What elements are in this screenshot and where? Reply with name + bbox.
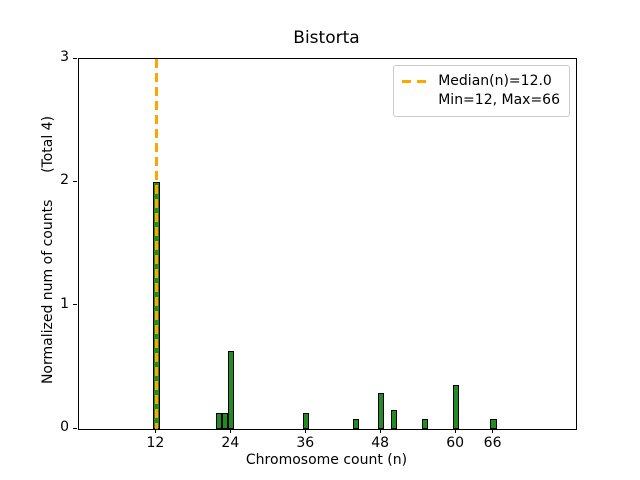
bar-n44	[353, 419, 360, 429]
y-tick-mark	[73, 427, 77, 429]
legend-entry-minmax: Min=12, Max=66	[402, 91, 560, 110]
legend-entry-median: Median(n)=12.0	[402, 72, 560, 91]
bar-n36	[303, 413, 310, 429]
median-layer	[79, 59, 576, 429]
orange-dashed-line-icon	[402, 80, 430, 83]
chart-title: Bistorta	[293, 28, 360, 48]
x-axis-label: Chromosome count (n)	[245, 452, 408, 468]
x-tick-label: 36	[296, 435, 315, 451]
x-tick-label: 66	[483, 435, 502, 451]
y-tick-mark	[73, 57, 77, 59]
y-tick-mark	[73, 304, 77, 306]
legend-label-minmax: Min=12, Max=66	[438, 92, 560, 108]
legend: Median(n)=12.0 Min=12, Max=66	[393, 65, 570, 117]
plot-area: Median(n)=12.0 Min=12, Max=66	[78, 58, 577, 430]
bar-n22	[215, 413, 222, 429]
legend-label-median: Median(n)=12.0	[438, 73, 552, 89]
bar-n60	[452, 385, 460, 429]
y-tick-mark	[73, 180, 77, 182]
bar-n23	[221, 413, 229, 429]
y-tick-label: 3	[60, 49, 69, 65]
x-tick-label: 24	[221, 435, 240, 451]
bar-n66	[490, 419, 497, 429]
x-tick-label: 48	[371, 435, 390, 451]
legend-empty-handle	[402, 99, 429, 102]
y-tick-label: 0	[60, 419, 69, 435]
bar-n48	[378, 393, 385, 429]
bar-n50	[390, 410, 397, 429]
bar-n24	[228, 351, 235, 429]
y-axis-label: Normalized num of counts (Total 4)	[40, 115, 56, 385]
x-tick-label: 12	[146, 435, 165, 451]
median-line	[154, 59, 158, 429]
x-tick-label: 60	[446, 435, 465, 451]
bar-n55	[421, 419, 428, 429]
